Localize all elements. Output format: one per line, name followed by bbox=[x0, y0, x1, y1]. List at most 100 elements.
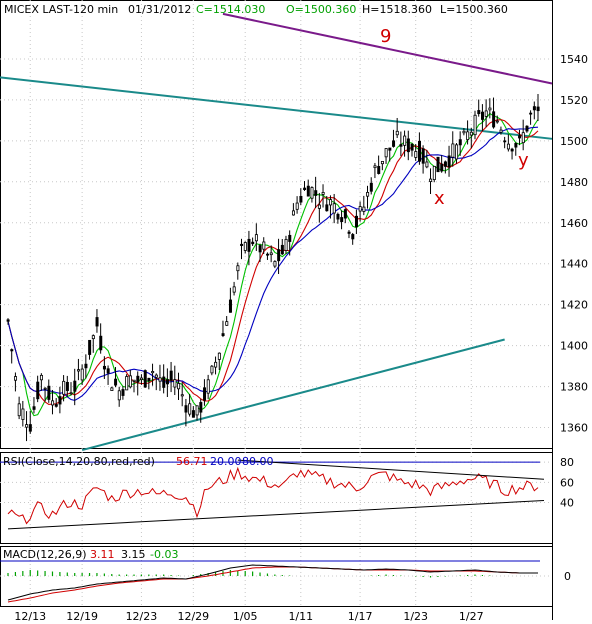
rsi-value: 56.71 bbox=[176, 455, 208, 468]
price-bar bbox=[132, 379, 136, 393]
price-tick-label: 1540 bbox=[560, 53, 588, 66]
price-bar bbox=[73, 368, 77, 406]
price-bar bbox=[180, 382, 184, 407]
time-tick-label: 12/19 bbox=[66, 610, 98, 623]
bar-body bbox=[455, 144, 459, 160]
macd-value-3: -0.03 bbox=[150, 548, 178, 561]
price-bar bbox=[43, 387, 47, 402]
price-bar bbox=[54, 398, 58, 408]
bar-body bbox=[303, 187, 307, 190]
price-bar bbox=[506, 134, 510, 152]
price-bar bbox=[481, 104, 485, 132]
price-bar bbox=[462, 127, 466, 136]
bar-body bbox=[21, 408, 25, 420]
price-bar bbox=[514, 142, 518, 156]
price-bar bbox=[17, 396, 21, 420]
bar-body bbox=[377, 165, 381, 174]
price-bar bbox=[347, 229, 351, 239]
price-tick-label: 1380 bbox=[560, 381, 588, 394]
bar-body bbox=[469, 131, 473, 136]
price-bar bbox=[199, 399, 203, 423]
bar-body bbox=[77, 369, 81, 372]
time-tick-label: 1/17 bbox=[348, 610, 373, 623]
lower-support-line bbox=[81, 338, 505, 452]
bar-body bbox=[388, 147, 392, 151]
bar-body bbox=[503, 140, 507, 143]
price-bar bbox=[325, 195, 329, 212]
price-bar bbox=[84, 354, 88, 379]
bar-body bbox=[403, 135, 407, 146]
price-bar bbox=[184, 398, 188, 427]
bar-body bbox=[429, 178, 433, 182]
bar-body bbox=[154, 374, 158, 378]
price-bar bbox=[288, 230, 292, 256]
price-bar bbox=[273, 260, 277, 269]
open-value: O=1500.360 bbox=[286, 3, 356, 16]
macd-value-1: 3.11 bbox=[90, 548, 115, 561]
price-bar bbox=[6, 318, 10, 325]
price-bar bbox=[425, 149, 429, 169]
low-value: L=1500.360 bbox=[440, 3, 508, 16]
bar-body bbox=[447, 155, 451, 168]
price-bar bbox=[469, 127, 473, 149]
price-bar bbox=[136, 371, 140, 396]
macd-line bbox=[7, 564, 538, 601]
bar-body bbox=[188, 403, 192, 415]
price-bar bbox=[532, 101, 536, 120]
macd-value-2: 3.15 bbox=[121, 548, 146, 561]
price-bar bbox=[417, 132, 421, 165]
bar-body bbox=[91, 335, 95, 340]
price-bar bbox=[414, 144, 418, 161]
bar-body bbox=[488, 107, 492, 111]
bar-body bbox=[158, 377, 162, 382]
bar-body bbox=[243, 242, 247, 251]
bar-body bbox=[510, 148, 514, 152]
price-bar bbox=[195, 405, 199, 421]
time-tick-label: 1/05 bbox=[233, 610, 258, 623]
bar-body bbox=[169, 370, 173, 381]
price-bar bbox=[388, 147, 392, 162]
bar-body bbox=[277, 249, 281, 262]
price-bar bbox=[317, 192, 321, 223]
bar-body bbox=[88, 339, 92, 355]
rsi-high-level: 80.00 bbox=[242, 455, 274, 468]
price-bar bbox=[529, 110, 533, 125]
bar-body bbox=[51, 400, 55, 406]
price-bar bbox=[225, 316, 229, 326]
high-value: H=1518.360 bbox=[362, 3, 432, 16]
bar-body bbox=[406, 138, 410, 153]
price-bar bbox=[310, 186, 314, 203]
wave-y-label: y bbox=[518, 150, 529, 171]
price-bar bbox=[399, 131, 403, 157]
macd-tick-label: 0 bbox=[564, 570, 571, 583]
bar-body bbox=[518, 135, 522, 139]
price-tick-label: 1440 bbox=[560, 258, 588, 271]
price-bar bbox=[117, 386, 121, 407]
rsi-tick-label: 60 bbox=[560, 476, 574, 489]
price-tick-label: 1420 bbox=[560, 299, 588, 312]
price-bar bbox=[429, 168, 433, 195]
price-bar bbox=[503, 136, 507, 149]
bar-body bbox=[314, 190, 318, 196]
bar-body bbox=[62, 380, 66, 395]
bar-body bbox=[43, 387, 47, 390]
price-bar bbox=[332, 193, 336, 224]
price-bar bbox=[214, 356, 218, 375]
bar-body bbox=[343, 209, 347, 219]
price-bar bbox=[447, 145, 451, 177]
price-bar bbox=[32, 397, 36, 414]
price-bar bbox=[280, 239, 284, 256]
price-bar bbox=[221, 320, 225, 338]
bar-body bbox=[329, 199, 333, 206]
symbol-label: MICEX LAST-120 min bbox=[4, 3, 118, 16]
bar-body bbox=[28, 424, 32, 432]
price-bar bbox=[128, 370, 132, 389]
bar-body bbox=[236, 265, 240, 272]
price-bar bbox=[299, 188, 303, 206]
bar-body bbox=[366, 192, 370, 197]
price-bar bbox=[284, 235, 288, 255]
price-bar bbox=[88, 339, 92, 360]
price-bar bbox=[473, 110, 477, 140]
bar-body bbox=[399, 144, 403, 147]
